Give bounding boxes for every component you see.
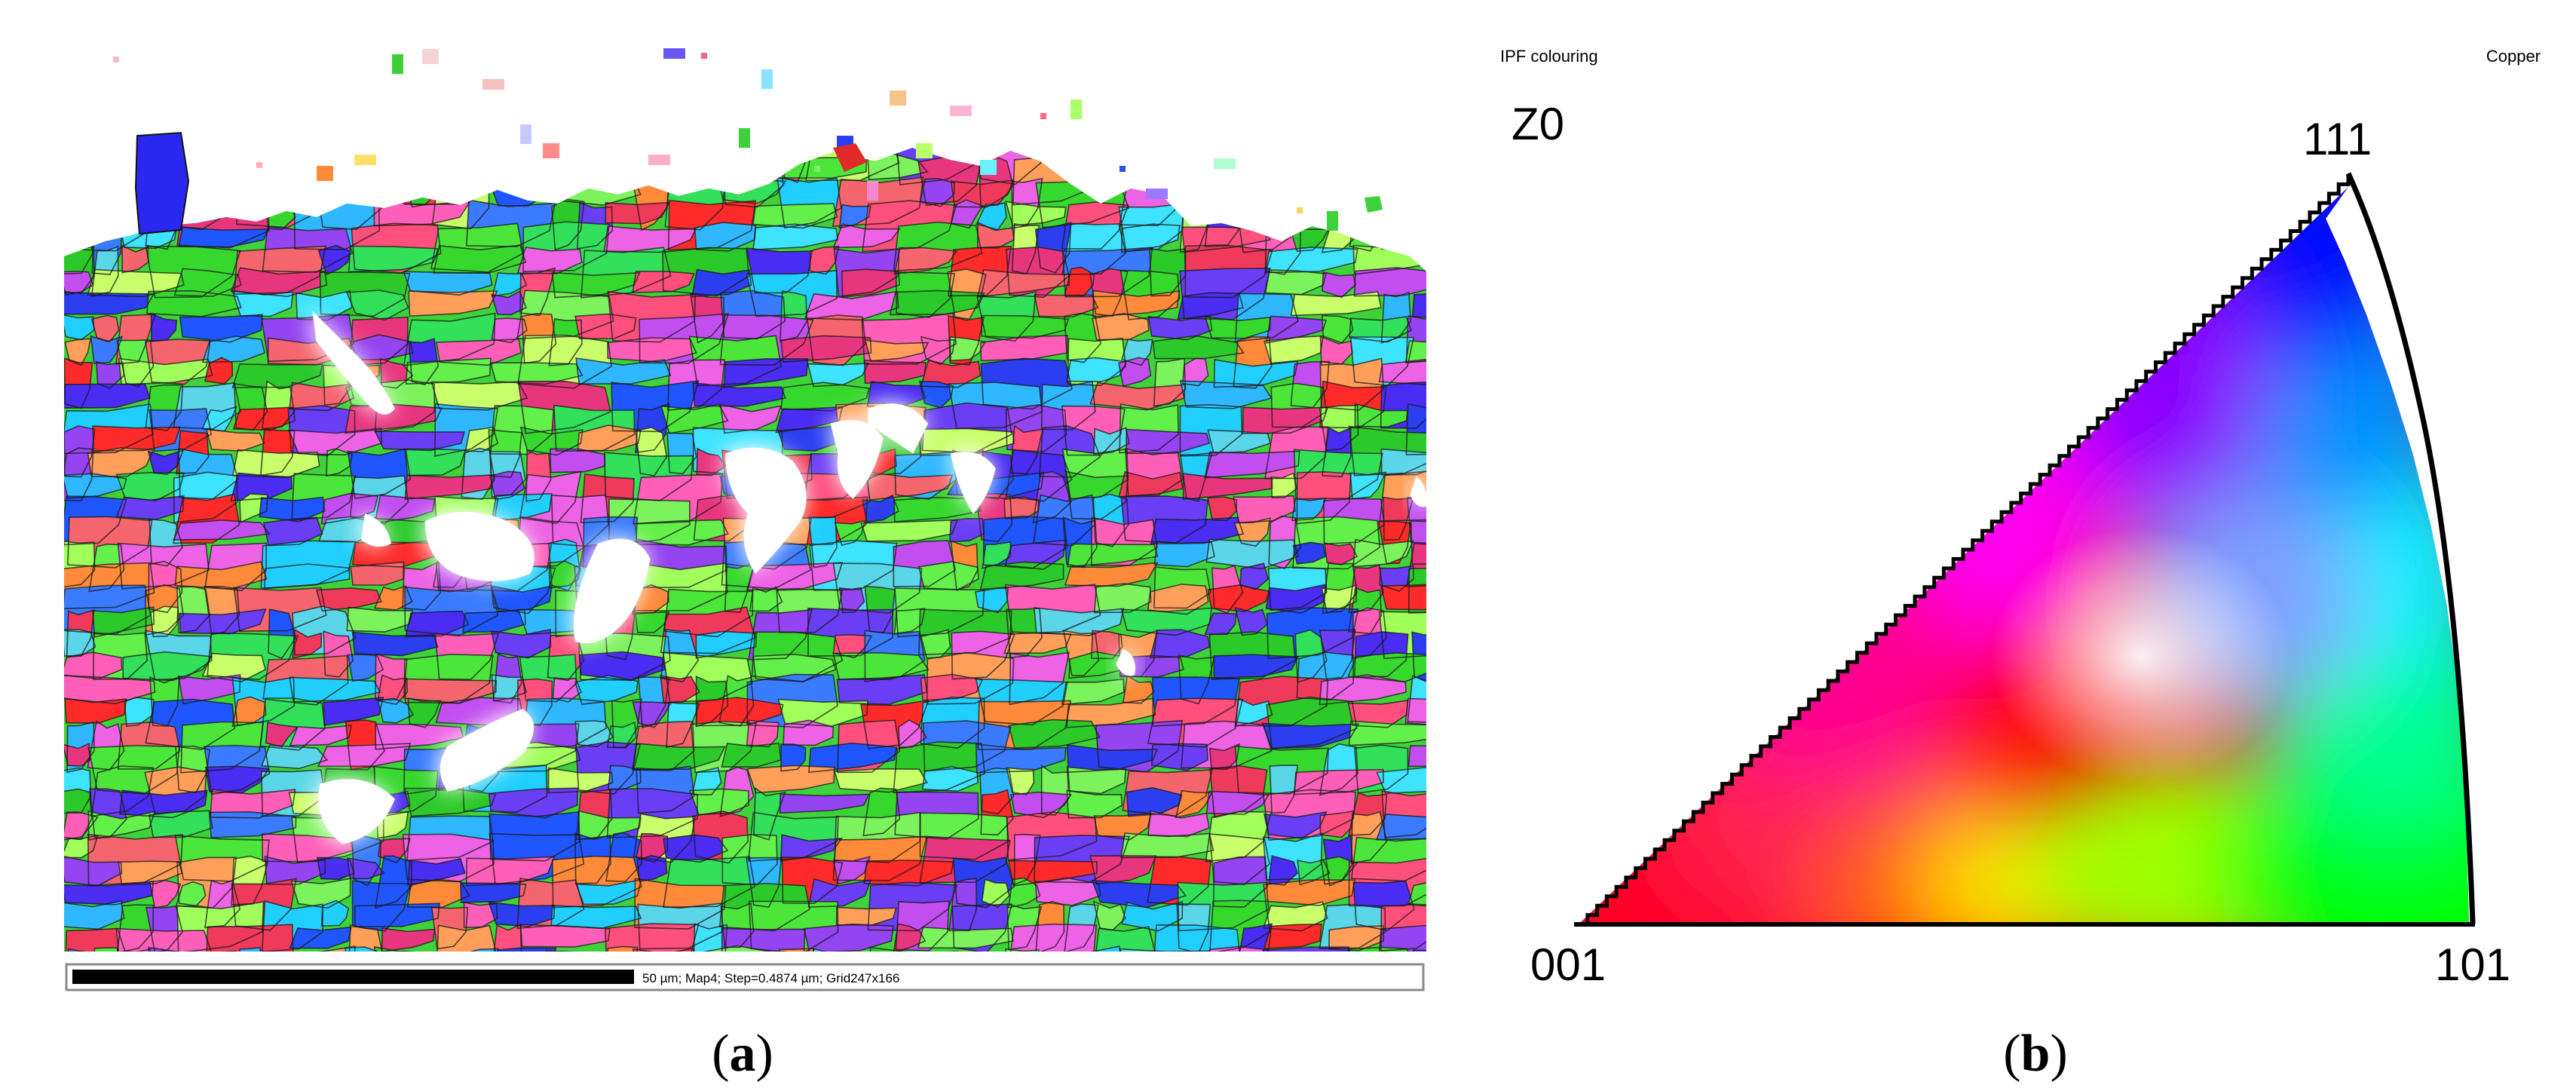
white-void-regions [309, 309, 1429, 844]
grain-boundaries [64, 148, 1426, 952]
panel-a-caption: (a) [712, 1025, 773, 1083]
scale-bar: 50 µm; Map4; Step=0.4874 µm; Grid247x166 [65, 963, 1425, 991]
phase-name-label: Copper [2486, 47, 2541, 66]
panel-b-caption: (b) [2003, 1025, 2068, 1083]
corner-111-label: 111 [2303, 114, 2372, 164]
scale-bar-text: 50 µm; Map4; Step=0.4874 µm; Grid247x166 [642, 971, 899, 985]
ebsd-map-panel: 50 µm; Map4; Step=0.4874 µm; Grid247x166… [64, 48, 1429, 1083]
corner-101-label: 101 [2435, 939, 2510, 990]
direction-label: Z0 [1512, 99, 1564, 149]
ebsd-orientation-map [64, 148, 1426, 952]
corner-001-label: 001 [1530, 939, 1606, 990]
unindexed-speckles [113, 48, 1383, 235]
ipf-colouring-label: IPF colouring [1500, 47, 1598, 66]
ipf-legend-panel: IPF colouring Copper Z0 [1500, 47, 2541, 1083]
